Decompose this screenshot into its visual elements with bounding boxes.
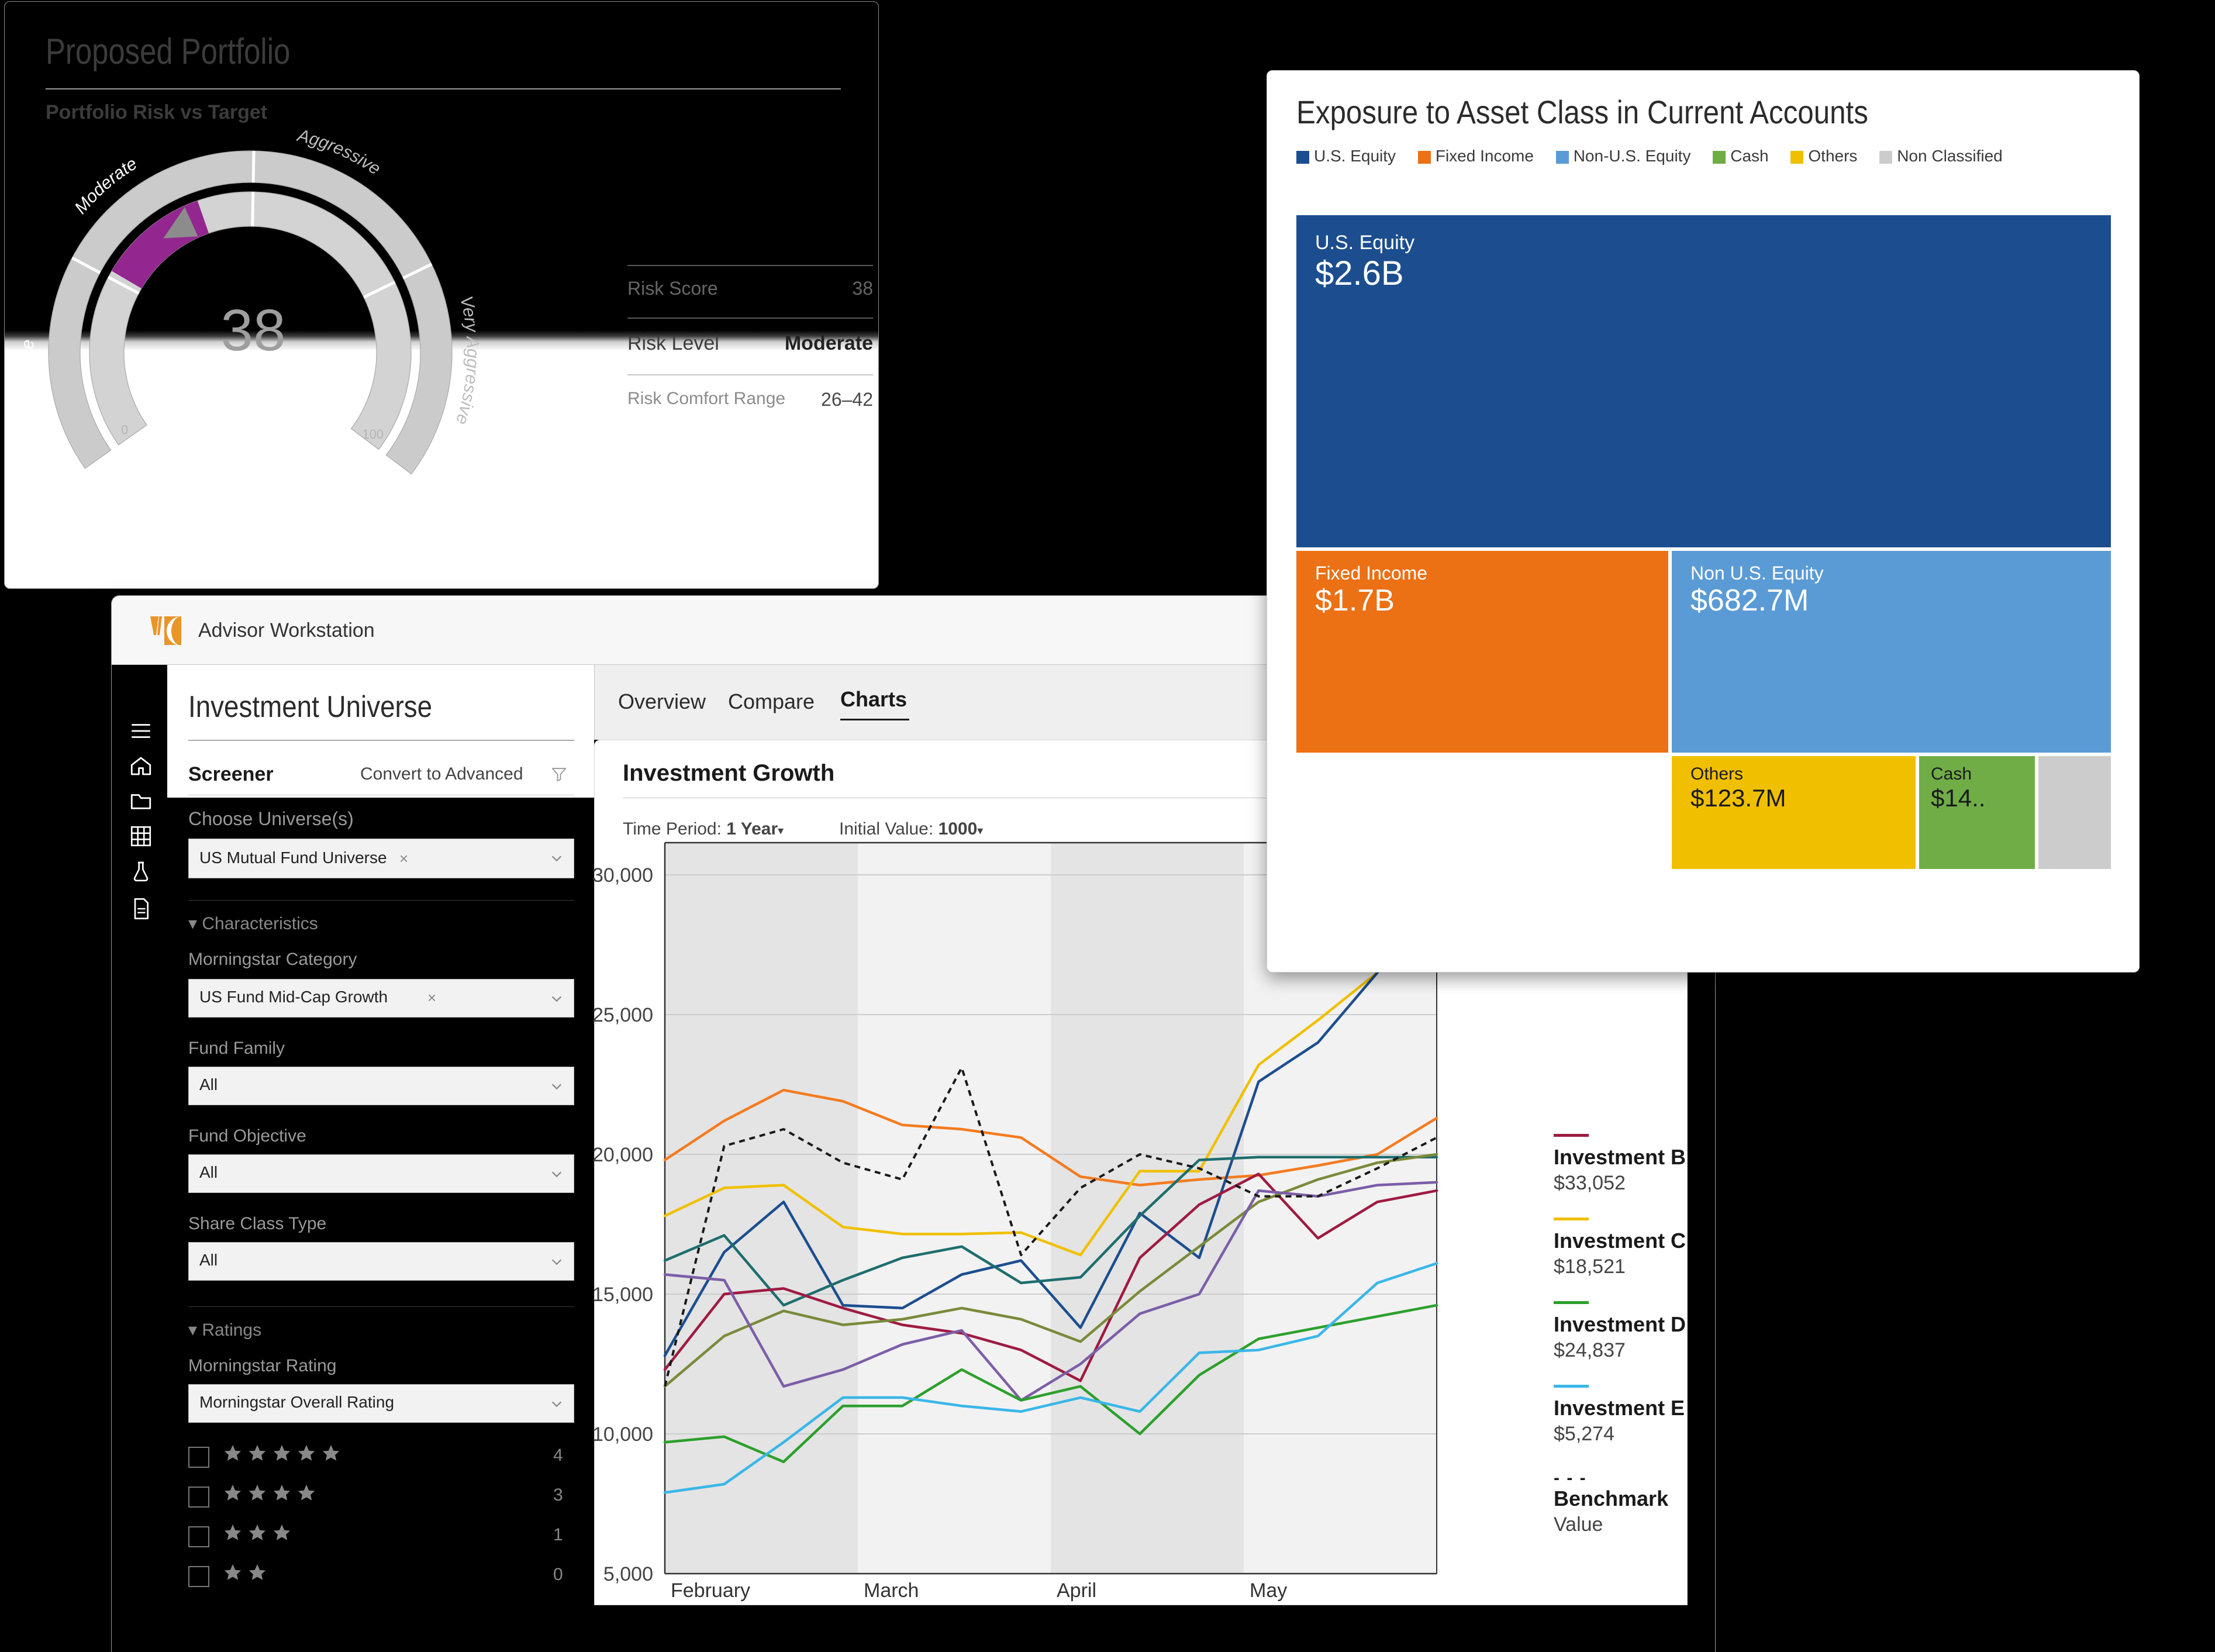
svg-text:March: March [864,1579,919,1602]
svg-text:February: February [671,1579,750,1602]
svg-text:Very Aggressive: Very Aggressive [452,294,482,427]
svg-text:20,000: 20,000 [592,1144,653,1166]
svg-text:25,000: 25,000 [592,1004,653,1026]
svg-text:100: 100 [362,427,384,442]
svg-text:May: May [1250,1579,1287,1602]
svg-text:5,000: 5,000 [603,1563,653,1585]
svg-text:0: 0 [121,422,128,437]
svg-text:15,000: 15,000 [592,1284,653,1306]
svg-text:30,000: 30,000 [592,864,653,887]
svg-text:10,000: 10,000 [592,1423,653,1446]
svg-text:April: April [1057,1579,1096,1602]
